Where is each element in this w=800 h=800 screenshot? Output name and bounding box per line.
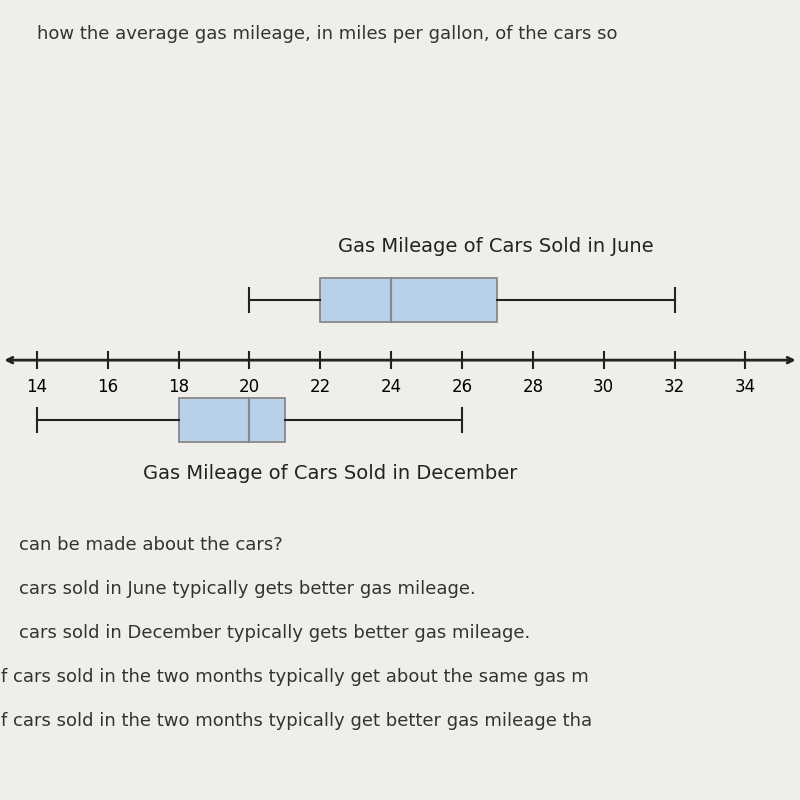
- Text: 20: 20: [239, 378, 260, 396]
- Text: 24: 24: [381, 378, 402, 396]
- Text: cars sold in December typically gets better gas mileage.: cars sold in December typically gets bet…: [19, 623, 530, 642]
- Text: how the average gas mileage, in miles per gallon, of the cars so: how the average gas mileage, in miles pe…: [37, 26, 618, 43]
- Text: 18: 18: [168, 378, 189, 396]
- Text: 32: 32: [664, 378, 686, 396]
- Text: f cars sold in the two months typically get better gas mileage tha: f cars sold in the two months typically …: [2, 711, 593, 730]
- Text: 16: 16: [97, 378, 118, 396]
- Text: cars sold in June typically gets better gas mileage.: cars sold in June typically gets better …: [19, 579, 476, 598]
- Bar: [178, 398, 285, 442]
- Bar: [320, 278, 498, 322]
- Text: Gas Mileage of Cars Sold in December: Gas Mileage of Cars Sold in December: [143, 464, 518, 483]
- Text: 14: 14: [26, 378, 47, 396]
- Text: can be made about the cars?: can be made about the cars?: [19, 535, 283, 554]
- Text: Gas Mileage of Cars Sold in June: Gas Mileage of Cars Sold in June: [338, 237, 654, 256]
- Text: f cars sold in the two months typically get about the same gas m: f cars sold in the two months typically …: [2, 667, 589, 686]
- Text: 22: 22: [310, 378, 331, 396]
- Text: 26: 26: [451, 378, 473, 396]
- Text: 30: 30: [593, 378, 614, 396]
- Text: 34: 34: [735, 378, 756, 396]
- Text: 28: 28: [522, 378, 543, 396]
